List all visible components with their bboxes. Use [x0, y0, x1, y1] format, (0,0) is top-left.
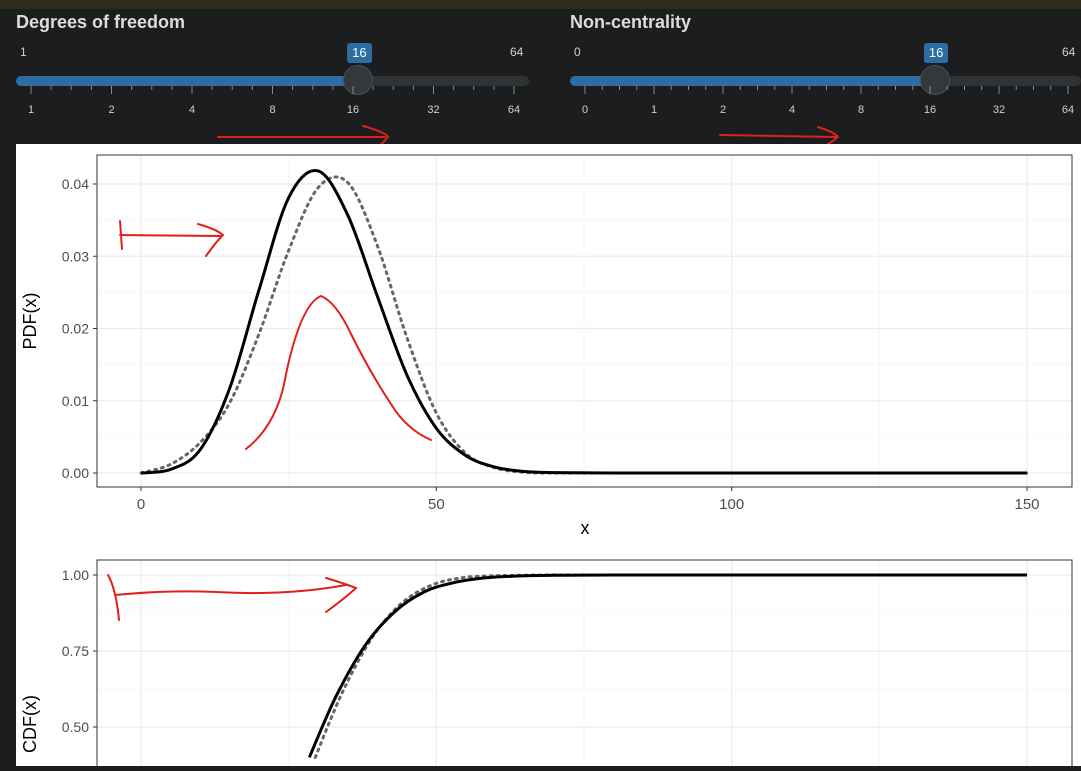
plot-panel: 0.00 0.01 0.02 0.03 0.04 0 50 100 150 PDF(x) x …: [16, 144, 1081, 771]
annotation-arrow-cdf: [107, 574, 358, 621]
pdf-x-tick-label: 150: [1014, 496, 1039, 513]
slider-tick-label: 1: [27, 104, 35, 116]
slider-tick-label: 16: [346, 104, 360, 116]
slider-tick-label: 8: [857, 104, 865, 116]
annotation-arrow-pdf: [119, 220, 225, 257]
slider-tick-label: 4: [788, 104, 796, 116]
pdf-y-tick-label: 0.04: [62, 176, 89, 192]
dof-slider-fill: [16, 76, 359, 86]
ncp-value-badge: 16: [923, 43, 949, 63]
plot-annotations: [107, 220, 432, 621]
dof-min-label: 1: [20, 45, 27, 59]
slider-tick-label: 1: [650, 104, 658, 116]
pdf-y-axis-label: PDF(x): [20, 293, 40, 350]
cdf-plot-frame: [96, 559, 1073, 771]
pdf-x-tick-label: 100: [719, 496, 744, 513]
cdf-y-tick-label: 0.50: [62, 719, 89, 735]
dof-max-label: 64: [510, 45, 524, 59]
pdf-x-ticks: 0 50 100 150: [137, 487, 1040, 513]
ncp-slider-track[interactable]: [570, 76, 1081, 86]
slider-tick-label: 32: [992, 104, 1006, 116]
dof-tick-marks: [30, 86, 515, 94]
slider-tick-label: 2: [108, 104, 115, 116]
cdf-series: [307, 573, 1029, 759]
pdf-y-ticks: 0.00 0.01 0.02 0.03 0.04: [62, 176, 97, 481]
pdf-chart: 0.00 0.01 0.02 0.03 0.04 0 50 100 150 PDF(x) x: [20, 154, 1073, 538]
cdf-y-ticks: 0.50 0.75 1.00: [62, 567, 97, 735]
cdf-y-axis-label: CDF(x): [20, 695, 40, 753]
pdf-x-axis-label: x: [581, 518, 590, 538]
slider-tick-label: 4: [188, 104, 196, 116]
dof-slider-label: Degrees of freedom: [16, 12, 186, 32]
pdf-y-tick-label: 0.01: [62, 393, 89, 409]
slider-tick-label: 0: [581, 104, 589, 116]
ncp-tick-marks: [584, 86, 1069, 94]
pdf-y-tick-label: 0.00: [62, 465, 89, 481]
ncp-slider-label: Non-centrality: [570, 12, 692, 32]
slider-tick-label: 32: [427, 104, 440, 116]
pdf-y-tick-label: 0.03: [62, 248, 89, 264]
annotation-bump-pdf: [245, 294, 432, 450]
slider-tick-label: 64: [1061, 104, 1075, 116]
ncp-slider-handle[interactable]: [919, 65, 950, 95]
slider-tick-label: 8: [269, 104, 276, 116]
slider-tick-label: 64: [507, 104, 521, 116]
dof-slider-handle[interactable]: [343, 65, 374, 95]
pdf-x-tick-label: 0: [137, 496, 145, 513]
ncp-max-label: 64: [1062, 45, 1076, 59]
window-top-bar: [0, 0, 1081, 9]
distribution-plots: 0.000.010.020.030.04 0 50 100 150 PDF(x) x …: [20, 154, 1073, 771]
pdf-y-tick-label: 0.02: [62, 321, 89, 337]
cdf-y-tick-label: 0.75: [62, 643, 89, 659]
pdf-series: [139, 169, 1029, 475]
cdf-solid-line: [307, 573, 1027, 759]
cdf-chart: 0.50 0.75 1.00 CDF(x): [20, 559, 1073, 771]
slider-tick-label: 16: [923, 104, 937, 116]
pdf-x-tick-label: 50: [428, 496, 445, 513]
slider-tick-label: 2: [719, 104, 727, 116]
ncp-min-label: 0: [574, 45, 581, 59]
dof-value-badge: 16: [347, 43, 372, 63]
pdf-plot-frame: [96, 154, 1073, 488]
ncp-slider-fill: [570, 76, 935, 86]
dof-slider-track[interactable]: [16, 76, 529, 86]
pdf-solid-line: [140, 169, 1027, 475]
cdf-y-tick-label: 1.00: [62, 567, 89, 583]
